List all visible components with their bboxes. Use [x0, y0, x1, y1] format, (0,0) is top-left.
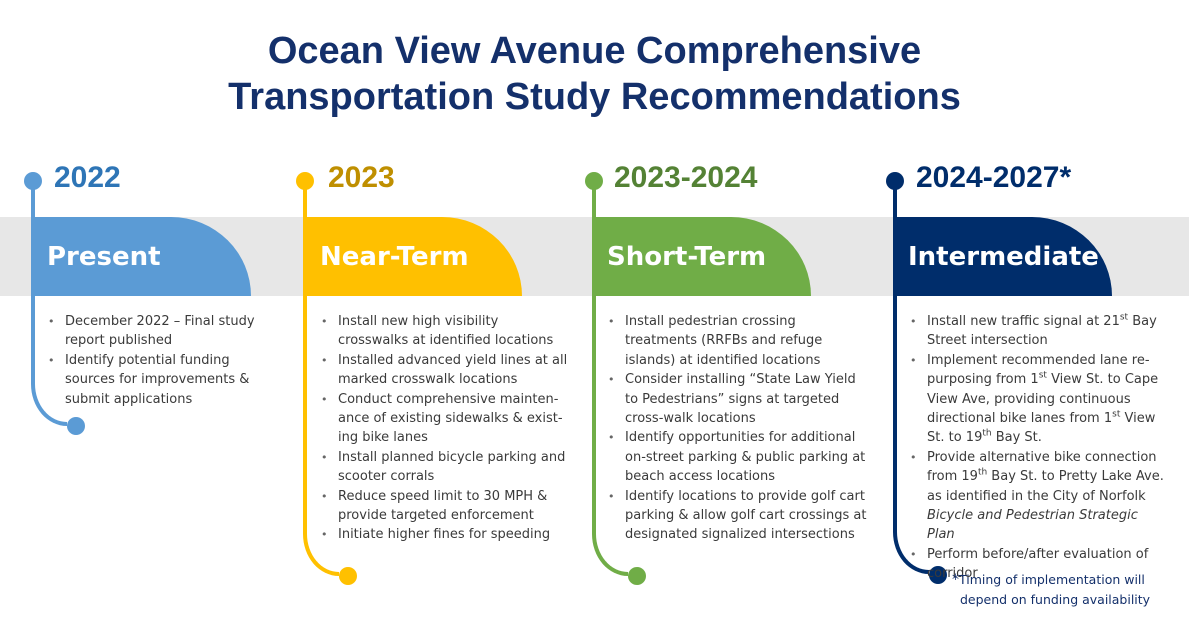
list-item: Identify potential funding sources for i… [48, 351, 264, 409]
phase-name: Near-Term [320, 242, 469, 272]
phase-name: Short-Term [607, 242, 767, 272]
list-item: Perform before/after evaluation of corri… [910, 545, 1168, 584]
footnote-line-2: depend on funding availability [960, 592, 1151, 607]
timeline-end-dot [67, 417, 85, 435]
list-item: Implement recommended lane re-purposing … [910, 351, 1168, 448]
list-item: Install new traffic signal at 21st Bay S… [910, 312, 1168, 351]
recommendation-list: Install new traffic signal at 21st Bay S… [910, 312, 1168, 584]
list-item: Provide alternative bike connection from… [910, 448, 1168, 545]
title-line-1: Ocean View Avenue Comprehensive [267, 30, 922, 72]
recommendation-list: Install new high visibility crosswalks a… [321, 312, 569, 545]
timeline-connector [303, 182, 307, 534]
phase-name: Present [47, 242, 161, 272]
list-item: Install pedestrian crossing treatments (… [608, 312, 870, 370]
list-item: Identify opportunities for additional on… [608, 428, 870, 486]
list-item: Initiate higher fines for speeding [321, 525, 569, 545]
phase-tab [31, 217, 251, 296]
list-item: Conduct comprehensive mainten-ance of ex… [321, 390, 569, 448]
timeline-end-dot [339, 567, 357, 585]
list-item: December 2022 – Final study report publi… [48, 312, 264, 351]
timeline-connector [592, 182, 596, 534]
list-item: Reduce speed limit to 30 MPH & provide t… [321, 487, 569, 526]
timeline-connector [893, 182, 897, 532]
list-item: Install planned bicycle parking and scoo… [321, 448, 569, 487]
phase-tab [303, 217, 522, 296]
timeline-start-dot [296, 172, 314, 190]
timeline-connector [31, 182, 35, 384]
footnote-line-1: Timing of implementation will [959, 572, 1145, 587]
timeline-end-dot [628, 567, 646, 585]
list-item: Install new high visibility crosswalks a… [321, 312, 569, 351]
phase-tab [893, 217, 1112, 296]
phase-year: 2023-2024 [614, 161, 758, 194]
phase-year: 2024-2027* [916, 161, 1072, 194]
title-line-2: Transportation Study Recommendations [228, 76, 961, 118]
list-item: Identify locations to provide golf cart … [608, 487, 870, 545]
phase-tab [592, 217, 811, 296]
footnote-asterisk: * [952, 572, 959, 588]
list-item: Consider installing “State Law Yield to … [608, 370, 870, 428]
list-item: Installed advanced yield lines at all ma… [321, 351, 569, 390]
phase-year: 2023 [328, 161, 395, 194]
recommendation-list: Install pedestrian crossing treatments (… [608, 312, 870, 545]
timeline-start-dot [585, 172, 603, 190]
timeline-start-dot [24, 172, 42, 190]
recommendation-list: December 2022 – Final study report publi… [48, 312, 264, 409]
phase-year: 2022 [54, 161, 121, 194]
phase-name: Intermediate [908, 242, 1099, 272]
timeline-start-dot [886, 172, 904, 190]
funding-footnote: *Timing of implementation will [952, 570, 1145, 590]
